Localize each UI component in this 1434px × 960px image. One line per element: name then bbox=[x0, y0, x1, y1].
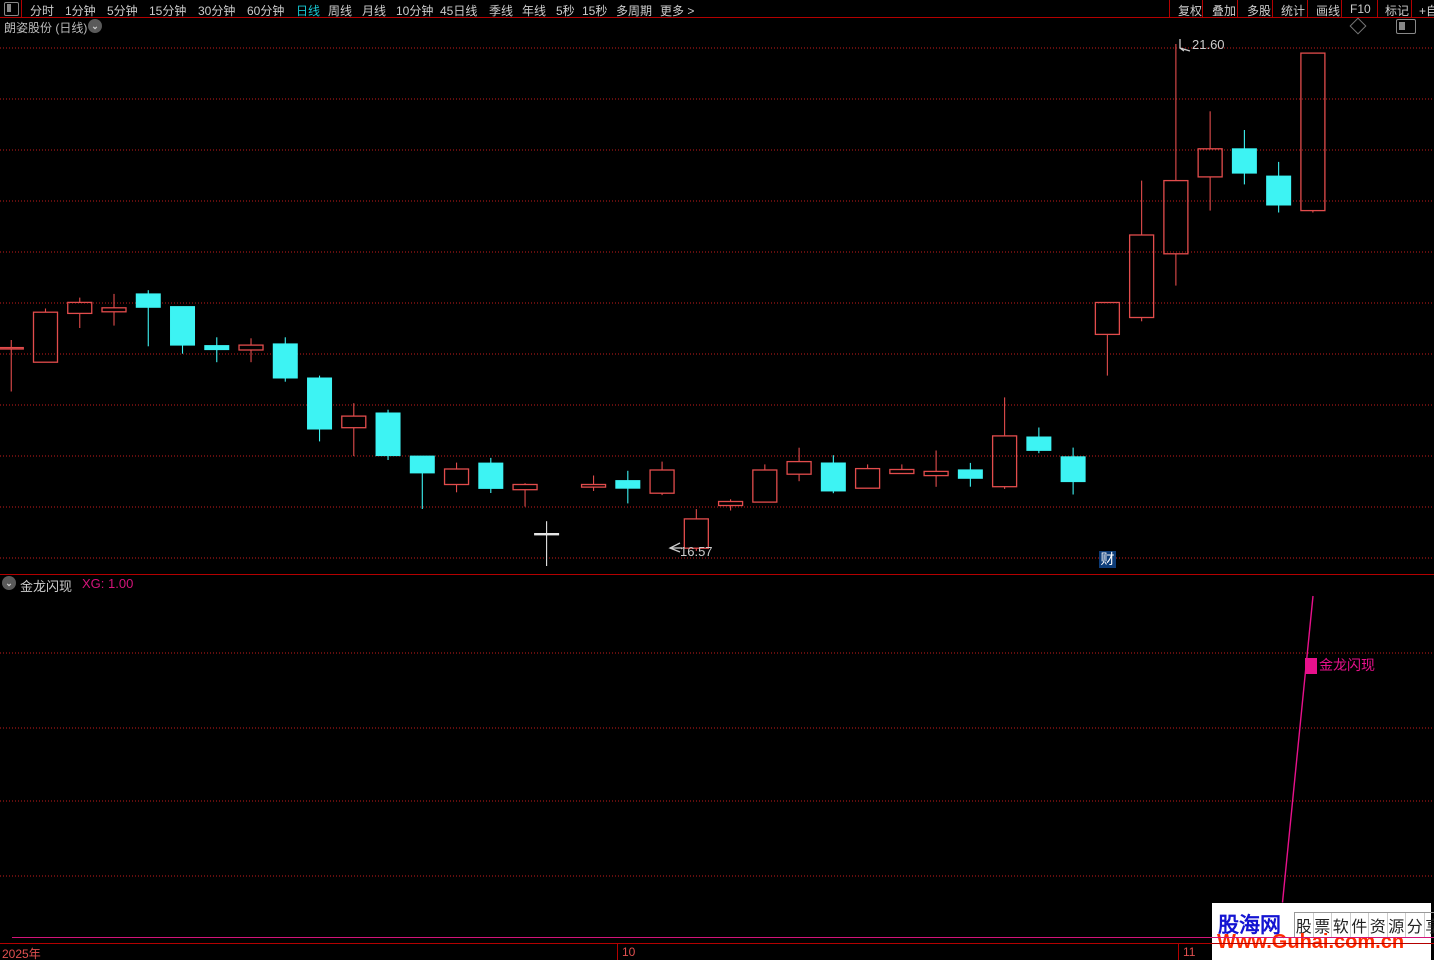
svg-text:金龙闪现: 金龙闪现 bbox=[1319, 657, 1375, 673]
